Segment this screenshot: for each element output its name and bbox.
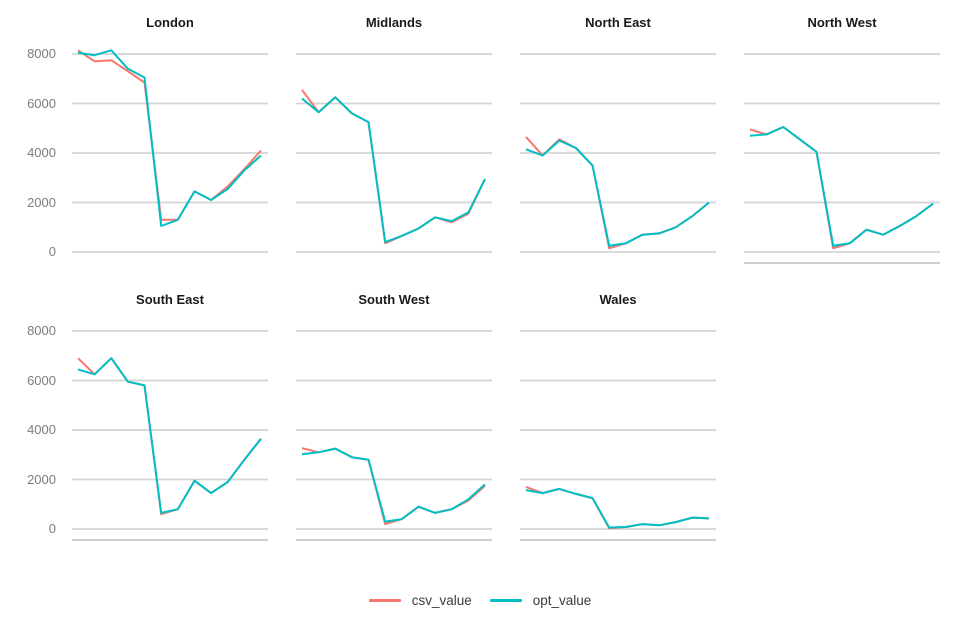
y-axis-tick-label: 4000 xyxy=(27,145,56,160)
y-axis-tick-label: 2000 xyxy=(27,471,56,487)
facet-title-north-west: North West xyxy=(807,15,877,30)
facet-panel-north-west xyxy=(744,53,940,264)
facet-title-london: London xyxy=(146,15,194,30)
legend-label-csv-value: csv_value xyxy=(411,593,472,608)
y-axis-tick-label: 4000 xyxy=(27,422,56,437)
line-csv_value-midlands xyxy=(301,89,486,245)
y-axis-tick-label: 8000 xyxy=(27,46,56,61)
line-csv_value-wales xyxy=(525,485,710,530)
facet-title-south-west: South West xyxy=(358,292,430,307)
y-axis-tick-label: 0 xyxy=(48,244,56,259)
legend-key-opt-value: opt_value xyxy=(489,593,592,608)
legend-line-csv-value-icon xyxy=(368,599,401,602)
legend-line-opt-value-icon xyxy=(489,599,522,602)
facet-title-north-east: North East xyxy=(585,15,651,30)
y-axis-tick-label: 6000 xyxy=(27,372,56,388)
line-opt_value-north-east xyxy=(525,139,710,247)
facet-panel-north-east xyxy=(520,53,716,253)
line-opt_value-south-east xyxy=(77,357,262,514)
y-axis-tick-label: 6000 xyxy=(27,95,56,111)
line-opt_value-wales xyxy=(525,487,710,529)
line-opt_value-south-west xyxy=(301,447,486,523)
chart-legend: csv_value opt_value xyxy=(0,593,960,608)
line-csv_value-south-west xyxy=(301,447,486,526)
y-axis-tick-label: 0 xyxy=(48,521,56,536)
facet-panel-london xyxy=(72,49,268,253)
facet-title-wales: Wales xyxy=(599,292,637,307)
legend-label-opt-value: opt_value xyxy=(532,593,592,608)
facet-panel-midlands xyxy=(296,53,492,253)
line-opt_value-midlands xyxy=(301,96,486,244)
line-csv_value-north-west xyxy=(749,126,934,250)
facet-title-midlands: Midlands xyxy=(365,15,423,30)
facet-panel-south-east xyxy=(72,330,268,541)
line-csv_value-london xyxy=(77,49,262,221)
facet-panel-wales xyxy=(520,330,716,541)
y-axis-tick-label: 2000 xyxy=(27,194,56,210)
line-csv_value-south-east xyxy=(77,357,262,516)
y-axis-tick-label: 8000 xyxy=(27,323,56,338)
line-opt_value-north-west xyxy=(749,126,934,247)
facet-title-south-east: South East xyxy=(136,292,204,307)
line-opt_value-london xyxy=(77,49,262,227)
facet-panel-south-west xyxy=(296,330,492,541)
legend-key-csv-value: csv_value xyxy=(368,593,472,608)
